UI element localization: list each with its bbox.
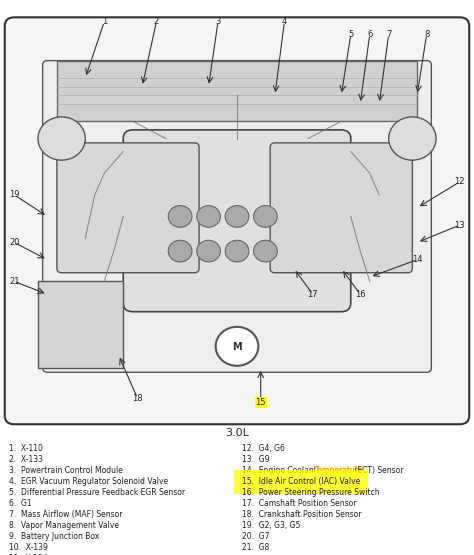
Text: 5: 5	[348, 30, 354, 39]
Text: 12: 12	[455, 177, 465, 186]
Text: 3.0L: 3.0L	[225, 428, 249, 438]
FancyBboxPatch shape	[38, 281, 123, 368]
Circle shape	[254, 240, 277, 262]
FancyBboxPatch shape	[43, 60, 431, 372]
Text: 3: 3	[215, 17, 221, 26]
Text: 16.  Power Steering Pressure Switch: 16. Power Steering Pressure Switch	[242, 488, 379, 497]
Circle shape	[38, 117, 85, 160]
FancyBboxPatch shape	[123, 130, 351, 312]
Text: 1.  X-110: 1. X-110	[9, 445, 43, 453]
FancyBboxPatch shape	[5, 17, 469, 424]
Text: 21: 21	[9, 277, 19, 286]
Text: 1: 1	[101, 17, 107, 26]
Text: 9.  Battery Junction Box: 9. Battery Junction Box	[9, 532, 100, 541]
FancyBboxPatch shape	[57, 143, 199, 273]
Text: 6: 6	[367, 30, 373, 39]
Text: 18.  Crankshaft Position Sensor: 18. Crankshaft Position Sensor	[242, 510, 361, 519]
Text: 7: 7	[386, 30, 392, 39]
Text: 15: 15	[255, 398, 266, 407]
FancyBboxPatch shape	[57, 60, 417, 121]
Text: 19: 19	[9, 190, 19, 199]
Text: 11.  X-134: 11. X-134	[9, 554, 48, 555]
Circle shape	[225, 206, 249, 228]
Text: 17.  Camshaft Position Sensor: 17. Camshaft Position Sensor	[242, 499, 356, 508]
Text: 10.  X-139: 10. X-139	[9, 543, 48, 552]
Text: 2: 2	[154, 17, 159, 26]
Text: 7.  Mass Airflow (MAF) Sensor: 7. Mass Airflow (MAF) Sensor	[9, 510, 123, 519]
Text: Temperature: Temperature	[315, 466, 364, 475]
Text: 6.  G1: 6. G1	[9, 499, 32, 508]
Circle shape	[389, 117, 436, 160]
Circle shape	[225, 240, 249, 262]
Text: 14: 14	[412, 255, 422, 264]
Circle shape	[216, 327, 258, 366]
Circle shape	[254, 206, 277, 228]
Text: 2.  X-133: 2. X-133	[9, 455, 44, 465]
Text: 20.  G7: 20. G7	[242, 532, 269, 541]
Text: 8.  Vapor Management Valve: 8. Vapor Management Valve	[9, 521, 119, 530]
Text: 17: 17	[308, 290, 318, 299]
Text: 4.  EGR Vacuum Regulator Solenoid Valve: 4. EGR Vacuum Regulator Solenoid Valve	[9, 477, 169, 486]
Text: 12.  G4, G6: 12. G4, G6	[242, 445, 284, 453]
Text: 4: 4	[282, 17, 287, 26]
FancyBboxPatch shape	[270, 143, 412, 273]
Text: 20: 20	[9, 238, 19, 247]
Text: M: M	[232, 342, 242, 352]
Circle shape	[168, 240, 192, 262]
Circle shape	[197, 240, 220, 262]
Text: 19.  G2, G3, G5: 19. G2, G3, G5	[242, 521, 300, 530]
Text: 16: 16	[355, 290, 365, 299]
Text: 3.  Powertrain Control Module: 3. Powertrain Control Module	[9, 466, 123, 475]
Circle shape	[168, 206, 192, 228]
Text: 18: 18	[132, 393, 143, 403]
Text: 21.  G8: 21. G8	[242, 543, 269, 552]
Text: (ECT) Sensor: (ECT) Sensor	[352, 466, 403, 475]
Text: 15.  Idle Air Control (IAC) Valve: 15. Idle Air Control (IAC) Valve	[242, 477, 360, 486]
Text: 8: 8	[424, 30, 429, 39]
Circle shape	[197, 206, 220, 228]
Text: 13.  G9: 13. G9	[242, 455, 269, 465]
Text: 5.  Differential Pressure Feedback EGR Sensor: 5. Differential Pressure Feedback EGR Se…	[9, 488, 186, 497]
Text: 14.  Engine Coolant: 14. Engine Coolant	[242, 466, 319, 475]
Text: 13: 13	[455, 220, 465, 230]
